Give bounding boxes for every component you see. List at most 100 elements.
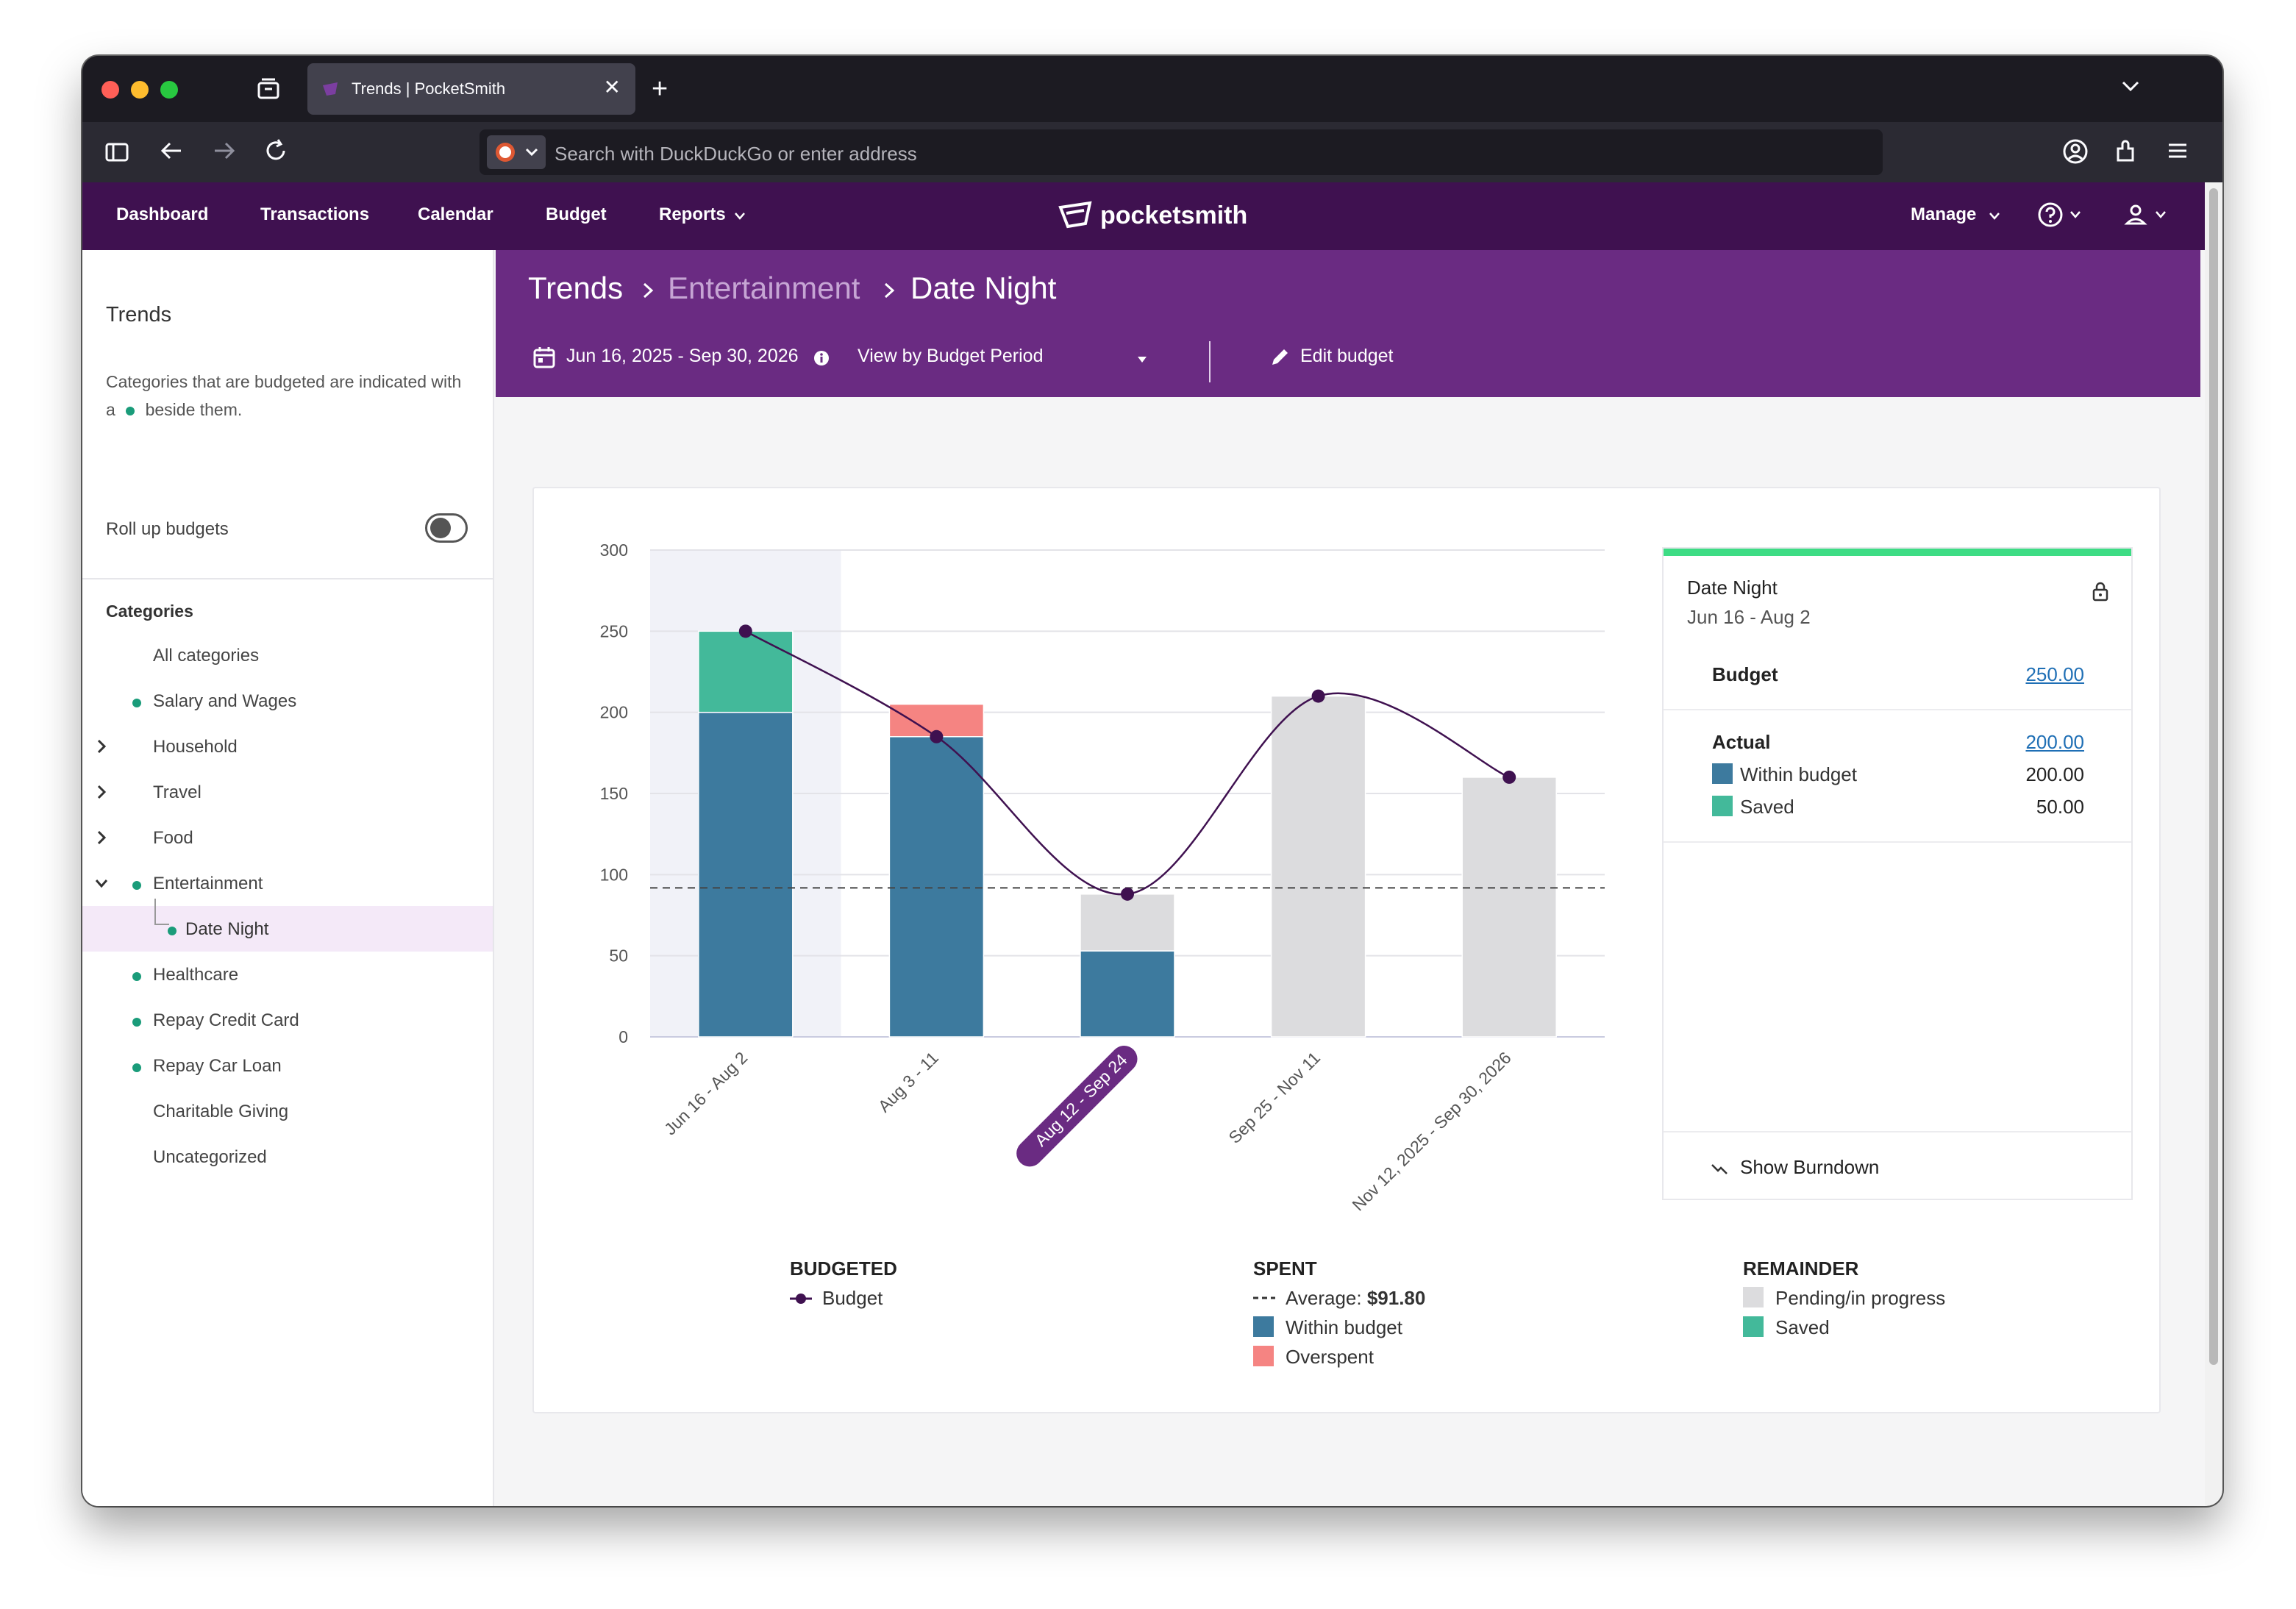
bar-saved[interactable] [698,630,794,713]
info-icon[interactable] [813,350,830,366]
y-tick-label: 100 [600,865,628,884]
sidebar-item-food[interactable]: Food [82,815,493,860]
zoom-window-button[interactable] [160,81,178,99]
tab-trends[interactable]: Trends | PocketSmith ✕ [307,63,635,115]
chevron-right-icon[interactable] [94,784,109,800]
close-tab-icon[interactable]: ✕ [603,76,621,99]
chevron-right-icon[interactable] [94,830,109,846]
sidebar-toggle-icon[interactable] [104,140,129,168]
sidebar-item-date-night[interactable]: Date Night [82,899,493,952]
panel-status-bar [1664,549,2131,556]
detail-actual-value[interactable]: 200.00 [2025,731,2084,753]
nav-manage[interactable]: Manage [1911,204,1977,224]
menu-icon[interactable] [2165,138,2190,167]
sidebar-item-healthcare[interactable]: Healthcare [82,952,493,997]
view-by-dropdown[interactable]: View by Budget Period [858,346,1044,366]
categories-heading: Categories [106,602,193,621]
legend-average: Average: $91.80 [1286,1287,1425,1310]
sidebar-item-repay-credit-card[interactable]: Repay Credit Card [82,997,493,1043]
sidebar-item-charitable-giving[interactable]: Charitable Giving [82,1088,493,1134]
tab-overview-icon[interactable] [256,76,281,105]
x-tick-label[interactable]: Sep 25 - Nov 11 [1224,1048,1324,1147]
detail-budget-label: Budget [1712,663,1778,685]
legend-overspent: Overspent [1286,1346,1374,1368]
sidebar-item-entertainment[interactable]: Entertainment [82,860,493,906]
bar-within-budget[interactable] [698,711,794,1038]
forward-icon[interactable] [212,138,237,167]
close-window-button[interactable] [101,81,119,99]
breadcrumb-trends[interactable]: Trends [528,271,624,305]
detail-budget-value[interactable]: 250.00 [2025,663,2084,685]
pencil-icon [1272,349,1288,365]
show-burndown-button[interactable]: Show Burndown [1711,1156,1931,1182]
new-tab-icon[interactable]: + [652,74,669,104]
legend-pending: Pending/in progress [1775,1287,1946,1309]
category-label: Household [153,737,238,757]
bar-within-budget[interactable] [888,736,985,1038]
saved-swatch [1743,1316,1764,1337]
sidebar-title: Trends [106,303,172,327]
search-engine-selector[interactable] [487,135,546,169]
back-icon[interactable] [159,138,184,167]
bar-pending-in-progress[interactable] [1461,777,1557,1038]
pocketsmith-favicon-icon [323,82,338,96]
scrollbar-thumb[interactable] [2209,188,2218,1365]
user-menu[interactable] [2122,201,2170,231]
x-tick-label[interactable]: Aug 3 - 11 [874,1048,942,1116]
budgeted-dot-icon [132,1018,141,1027]
page-scrollbar[interactable] [2205,182,2222,1506]
bar-within-budget[interactable] [1080,950,1175,1038]
sidebar-item-household[interactable]: Household [82,724,493,769]
sidebar-item-uncategorized[interactable]: Uncategorized [82,1134,493,1180]
category-label: Healthcare [153,965,239,985]
detail-saved-value: 50.00 [2036,796,2084,818]
chevron-down-icon [2070,211,2081,218]
sidebar-description: Categories that are budgeted are indicat… [106,368,474,424]
tab-bar: Trends | PocketSmith ✕ + [82,56,2222,122]
sidebar-divider [82,578,493,579]
average-value: $91.80 [1366,1287,1426,1309]
account-icon[interactable] [2062,138,2089,168]
x-tick-text: Aug 12 - Sep 24 [1031,1050,1131,1150]
detail-divider [1664,1131,2131,1132]
sidebar-item-repay-car-loan[interactable]: Repay Car Loan [82,1043,493,1088]
address-placeholder: Search with DuckDuckGo or enter address [555,143,917,165]
sidebar-item-salary-and-wages[interactable]: Salary and Wages [82,678,493,724]
x-tick-text: Sep 25 - Nov 11 [1224,1048,1324,1147]
y-tick-label: 150 [600,784,628,803]
x-tick-label[interactable]: Jun 16 - Aug 2 [660,1048,751,1138]
bar-pending-in-progress[interactable] [1080,893,1175,952]
category-label: Date Night [185,919,269,939]
sidebar-item-all-categories[interactable]: All categories [82,632,493,678]
chevron-right-icon [884,282,895,299]
minimize-window-button[interactable] [131,81,149,99]
chevron-right-icon[interactable] [94,738,109,754]
x-tick-text: Aug 3 - 11 [874,1048,942,1116]
rollup-toggle[interactable] [425,513,468,543]
nav-reports[interactable]: Reports [659,204,726,224]
nav-transactions[interactable]: Transactions [260,204,370,224]
nav-calendar[interactable]: Calendar [418,204,493,224]
chevron-down-icon[interactable] [94,875,109,891]
nav-dashboard[interactable]: Dashboard [116,204,209,224]
manage-chevron-down-icon [1989,213,2000,220]
duckduckgo-icon [496,143,515,162]
rollup-label: Roll up budgets [106,519,229,539]
detail-actual-label: Actual [1712,731,1771,753]
sidebar-item-travel[interactable]: Travel [82,769,493,815]
category-label: Travel [153,782,202,802]
nav-budget[interactable]: Budget [546,204,607,224]
reload-icon[interactable] [263,138,288,167]
trends-card: 0 50 100 150 200 250 300 Jun 16 - Aug 2 Aug 3 - … [532,487,2161,1413]
list-tabs-chevron-icon[interactable] [2119,75,2142,101]
x-tick-label[interactable]: Nov 12, 2025 - Sep 30, 2026 [1348,1048,1514,1214]
x-tick-label-highlighted[interactable]: Aug 12 - Sep 24 [1011,1041,1143,1172]
date-range[interactable]: Jun 16, 2025 - Sep 30, 2026 [566,346,799,366]
help-menu[interactable] [2037,201,2084,231]
address-bar[interactable]: Search with DuckDuckGo or enter address [479,129,1883,175]
bar-pending-in-progress[interactable] [1270,695,1366,1038]
edit-budget-button[interactable]: Edit budget [1300,346,1394,366]
breadcrumb-entertainment[interactable]: Entertainment [668,271,860,305]
extensions-icon[interactable] [2114,138,2139,167]
budget-line-legend-icon [790,1294,812,1304]
